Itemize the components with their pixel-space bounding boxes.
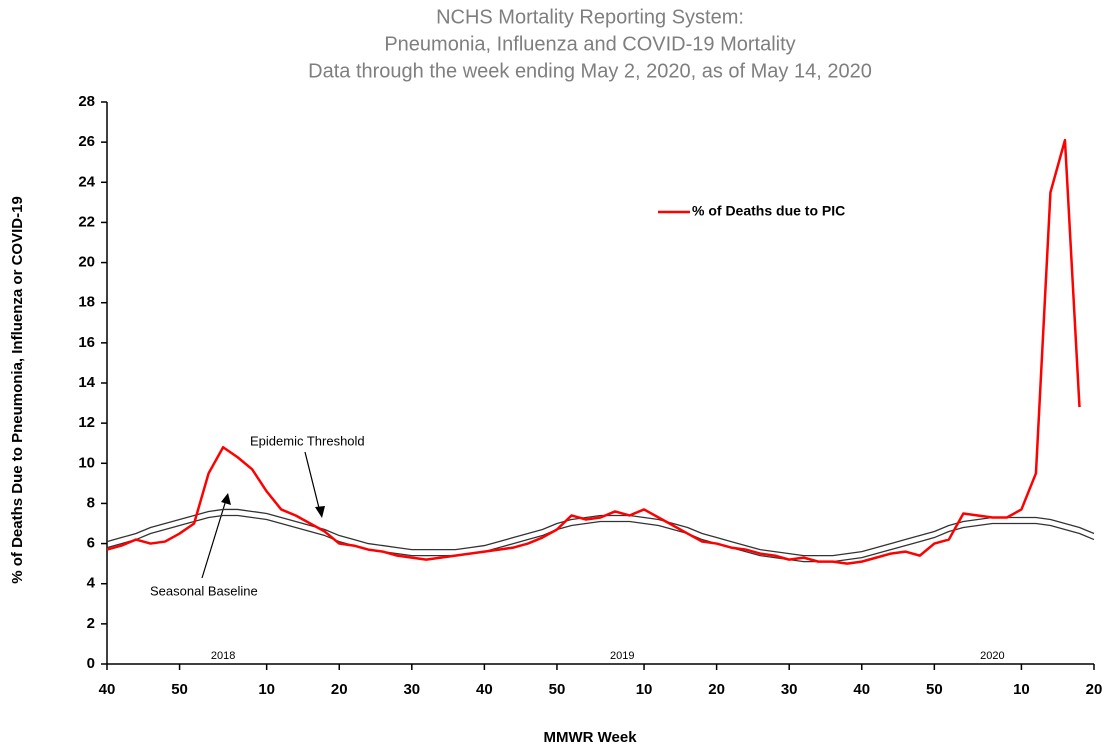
y-tick-label: 22 [78,213,95,230]
y-tick-label: 12 [78,414,95,431]
annotation-arrow [201,499,227,579]
y-tick-label: 10 [78,454,95,471]
chart-title: NCHS Mortality Reporting System: [436,6,744,28]
x-tick-label: 20 [331,681,348,698]
year-label: 2020 [980,650,1004,662]
series-line [106,514,1095,563]
arrow-head [221,493,231,505]
y-tick-label: 18 [78,294,95,311]
arrow-head [315,506,325,518]
x-tick-label: 40 [476,681,493,698]
annotation: Epidemic Threshold [250,433,365,448]
y-tick-label: 2 [87,615,95,632]
y-tick-label: 28 [78,93,95,110]
x-tick-label: 30 [781,681,798,698]
x-tick-label: 20 [1086,681,1103,698]
x-tick-label: 10 [1013,681,1030,698]
y-tick-label: 4 [87,575,96,592]
x-tick-label: 20 [708,681,725,698]
x-tick-label: 30 [403,681,420,698]
y-axis-label: % of Deaths Due to Pneumonia, Influenza … [9,196,26,584]
y-tick-label: 8 [87,494,95,511]
x-tick-label: 40 [853,681,870,698]
y-tick-label: 6 [87,535,95,552]
y-tick-label: 0 [87,655,95,672]
series-line [106,138,1081,565]
x-tick-label: 50 [171,681,188,698]
legend-label: % of Deaths due to PIC [692,203,845,219]
y-tick-label: 24 [78,173,95,190]
x-tick-label: 50 [926,681,943,698]
annotation: Seasonal Baseline [150,583,258,598]
year-label: 2018 [211,650,235,662]
x-tick-label: 10 [636,681,653,698]
series-line [106,508,1095,557]
x-tick-label: 50 [549,681,566,698]
x-axis-label: MMWR Week [543,729,637,746]
chart-title: Pneumonia, Influenza and COVID-19 Mortal… [384,33,795,55]
y-tick-label: 14 [78,374,95,391]
year-label: 2019 [610,650,634,662]
y-tick-label: 20 [78,254,95,271]
x-tick-label: 40 [99,681,116,698]
y-tick-label: 26 [78,133,95,150]
chart-title: Data through the week ending May 2, 2020… [308,60,872,82]
y-tick-label: 16 [78,334,95,351]
annotation-arrow [304,451,321,513]
x-tick-label: 10 [258,681,275,698]
